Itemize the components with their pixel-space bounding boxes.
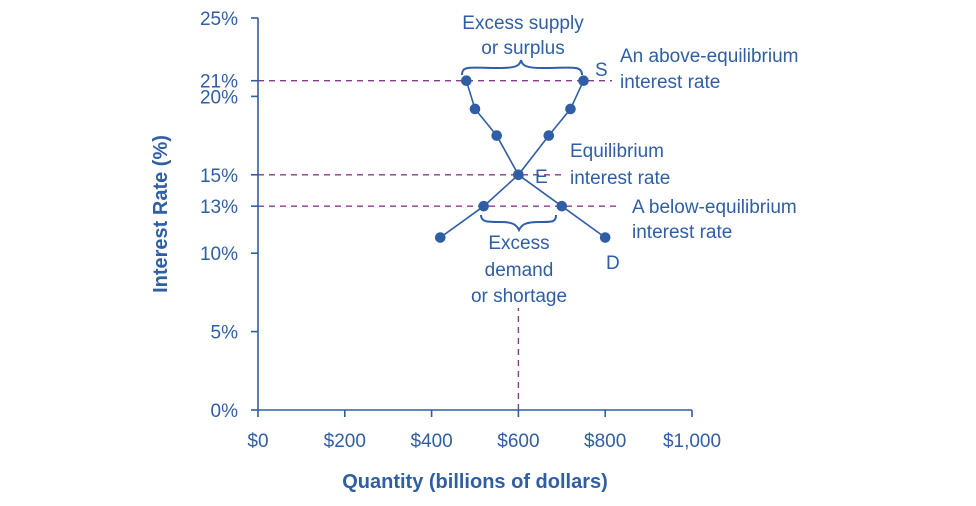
d-point	[556, 200, 568, 212]
x-tick-label: $1,000	[663, 431, 721, 452]
ticks: $0 $200 $400 $600 $800 $1,000 0% 5% 10% 13% 15% 20%…	[200, 9, 721, 452]
y-tick-label: 0%	[211, 401, 239, 422]
labels: Quantity (billions of dollars) Interest …	[150, 13, 799, 493]
x-axis-title: Quantity (billions of dollars)	[342, 471, 608, 493]
y-tick-label: 20%	[200, 87, 238, 108]
equilibrium-label-line2: interest rate	[570, 168, 670, 189]
s-point	[578, 75, 589, 87]
x-tick-label: $0	[247, 431, 268, 452]
y-tick-label: 10%	[200, 244, 238, 265]
s-point	[565, 103, 576, 115]
surplus-brace	[461, 59, 583, 76]
s-curve	[439, 80, 585, 239]
reference-lines	[258, 80, 620, 410]
below-equilibrium-label-line1: A below-equilibrium	[632, 197, 797, 218]
s-point	[478, 200, 489, 212]
y-tick-label: 15%	[200, 166, 238, 187]
above-equilibrium-label-line2: interest rate	[620, 72, 720, 93]
y-tick-label: 13%	[200, 197, 238, 218]
s-point	[543, 130, 555, 141]
surplus-label-line1: Excess supply	[462, 13, 584, 34]
x-tick-label: $200	[324, 431, 366, 452]
shortage-label-line1: Excess	[488, 233, 549, 254]
shortage-label-line3: or shortage	[471, 286, 567, 307]
s-point	[434, 232, 446, 243]
demand-curve-label: D	[606, 253, 620, 274]
shortage-label-line2: demand	[485, 260, 554, 281]
d-point	[599, 232, 611, 243]
d-point	[469, 103, 481, 115]
y-axis-title: Interest Rate (%)	[150, 135, 172, 293]
shortage-brace	[480, 214, 557, 233]
equilibrium-point-label: E	[535, 167, 548, 188]
axes	[257, 18, 692, 411]
x-tick-label: $600	[497, 431, 539, 452]
y-tick-label: 21%	[200, 72, 238, 93]
y-tick-label: 25%	[200, 9, 238, 30]
above-equilibrium-label-line1: An above-equilibrium	[620, 46, 799, 67]
equilibrium-label-line1: Equilibrium	[570, 141, 664, 162]
braces	[461, 59, 583, 233]
x-tick-label: $800	[584, 431, 626, 452]
y-tick-label: 5%	[211, 323, 239, 344]
supply-curve-label: S	[595, 60, 608, 81]
below-equilibrium-label-line2: interest rate	[632, 222, 732, 243]
d-point	[491, 130, 503, 141]
d-point	[461, 75, 472, 87]
d-point	[513, 169, 524, 181]
curves	[434, 75, 611, 243]
x-tick-label: $400	[410, 431, 452, 452]
surplus-label-line2: or surplus	[481, 38, 564, 59]
